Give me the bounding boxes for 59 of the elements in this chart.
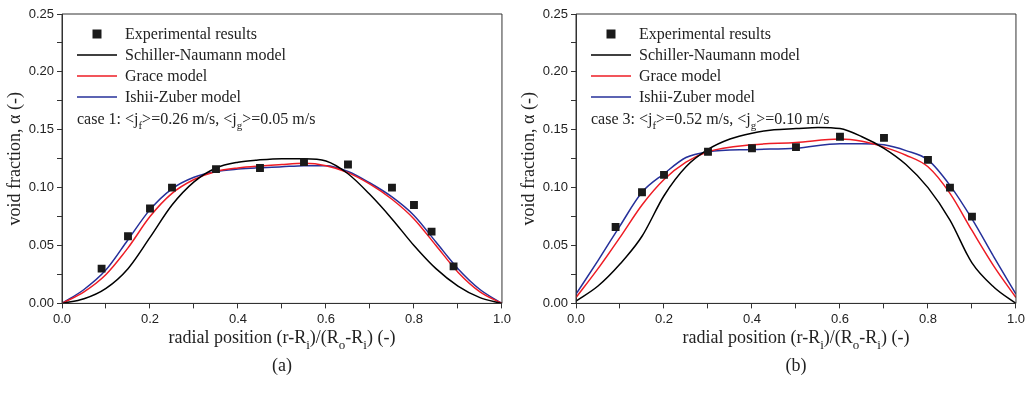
legend-label: Ishii-Zuber model bbox=[125, 88, 242, 105]
x-tick-label: 0.4 bbox=[742, 310, 762, 326]
legend-label: Schiller-Naumann model bbox=[125, 46, 287, 63]
y-tick-label: 0.20 bbox=[28, 63, 54, 79]
x-tick-label: 0.0 bbox=[566, 310, 586, 326]
point bbox=[124, 232, 132, 241]
y-tick-label: 0.05 bbox=[28, 237, 54, 253]
point bbox=[792, 143, 800, 152]
point bbox=[449, 262, 458, 271]
point bbox=[836, 132, 844, 141]
y-tick-label: 0.00 bbox=[542, 294, 568, 310]
point bbox=[924, 155, 932, 164]
point bbox=[704, 147, 712, 156]
point bbox=[300, 158, 308, 167]
x-tick-label: 0.8 bbox=[404, 310, 424, 326]
point bbox=[410, 201, 418, 209]
text: (b) bbox=[785, 355, 807, 377]
point bbox=[168, 183, 176, 192]
text: (a) bbox=[271, 355, 292, 377]
x-tick-label: 0.6 bbox=[316, 310, 336, 326]
point bbox=[611, 223, 620, 231]
point bbox=[880, 133, 888, 142]
y-tick-label: 0.10 bbox=[28, 179, 54, 195]
point bbox=[968, 212, 976, 221]
legend-label: Schiller-Naumann model bbox=[639, 46, 801, 63]
x-tick-label: 0.4 bbox=[228, 310, 248, 326]
point bbox=[638, 188, 646, 197]
point bbox=[660, 170, 668, 179]
y-tick-label: 0.10 bbox=[542, 179, 568, 195]
y-axis-title: void fraction, α (-) bbox=[4, 92, 25, 226]
y-tick-label: 0.00 bbox=[28, 294, 54, 310]
point bbox=[212, 165, 220, 174]
x-tick-label: 0.0 bbox=[52, 310, 72, 326]
y-tick-label: 0.15 bbox=[28, 121, 54, 137]
y-tick-label: 0.15 bbox=[542, 121, 568, 137]
y-axis-title: void fraction, α (-) bbox=[518, 92, 539, 226]
point bbox=[97, 264, 106, 273]
y-tick-label: 0.20 bbox=[542, 63, 568, 79]
point bbox=[427, 227, 436, 236]
legend-label: Experimental results bbox=[639, 25, 771, 43]
point bbox=[748, 144, 756, 153]
x-tick-label: 0.2 bbox=[654, 310, 674, 326]
point bbox=[146, 204, 154, 213]
point bbox=[388, 183, 396, 192]
y-tick-label: 0.05 bbox=[542, 237, 568, 253]
legend-label: Experimental results bbox=[125, 25, 257, 43]
x-tick-label: 0.2 bbox=[140, 310, 160, 326]
legend-label: Grace model bbox=[639, 67, 722, 84]
legend-label: Grace model bbox=[125, 67, 208, 84]
legend-label: Ishii-Zuber model bbox=[639, 88, 756, 105]
point bbox=[256, 164, 264, 172]
x-tick-label: 0.6 bbox=[830, 310, 850, 326]
x-tick-label: 0.8 bbox=[918, 310, 938, 326]
point bbox=[946, 183, 954, 192]
x-tick-label: 1.0 bbox=[492, 310, 511, 326]
y-tick-label: 0.25 bbox=[542, 5, 568, 21]
point bbox=[344, 160, 352, 169]
x-tick-label: 1.0 bbox=[1006, 310, 1025, 326]
y-tick-label: 0.25 bbox=[28, 5, 54, 21]
